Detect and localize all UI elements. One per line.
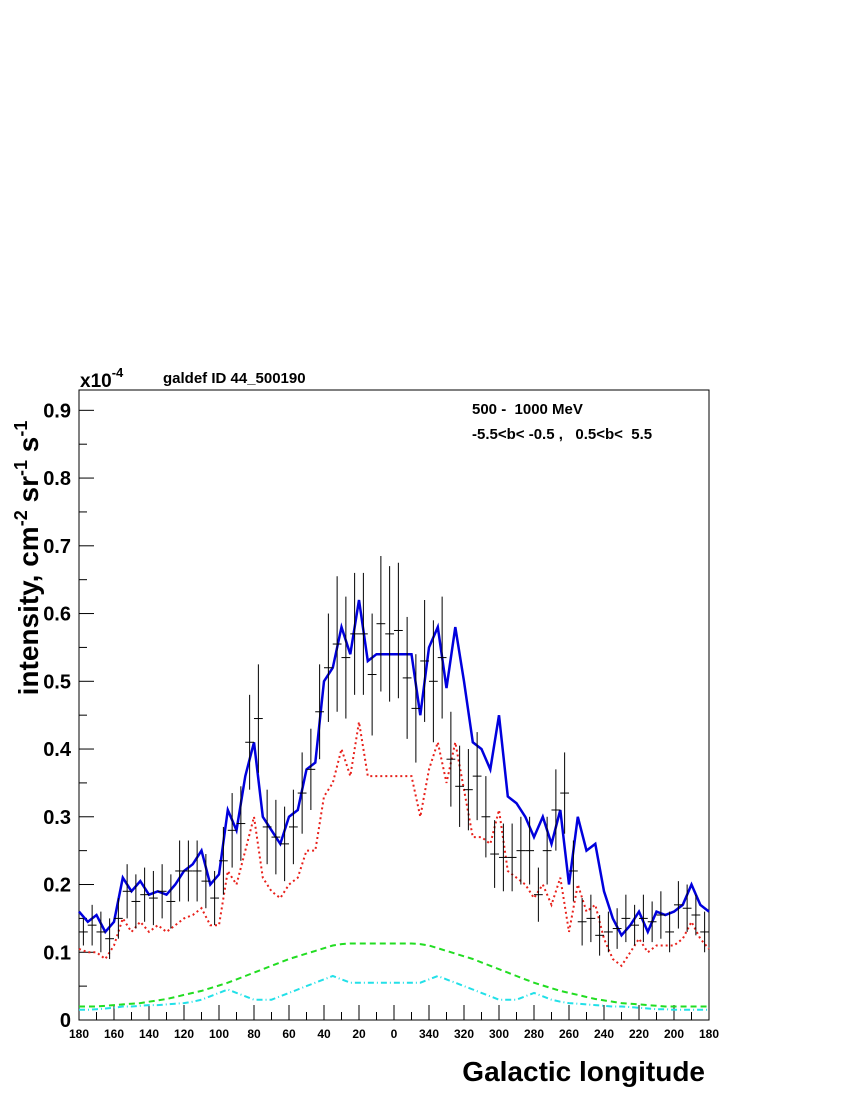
x-tick-label: 20 xyxy=(352,1027,366,1041)
y-tick-label: 0.2 xyxy=(43,875,71,897)
y-axis-label: intensity, cm-2 sr-1 s-1 xyxy=(11,421,44,696)
series-line xyxy=(79,974,709,1011)
x-tick-label: 180 xyxy=(69,1027,89,1041)
y-tick-label: 0.8 xyxy=(43,468,71,490)
y-multiplier: x10-4 xyxy=(80,365,124,392)
y-label-text: sr xyxy=(13,476,44,510)
y-label-text: s xyxy=(13,437,44,460)
y-tick-label: 0.9 xyxy=(43,400,71,422)
series-line xyxy=(78,721,710,968)
y-label-superscript: -2 xyxy=(11,510,31,526)
x-tick-label: 0 xyxy=(391,1027,398,1041)
x-tick-label: 60 xyxy=(282,1027,296,1041)
y-tick-label: 0.1 xyxy=(43,942,71,964)
x-tick-label: 320 xyxy=(454,1027,474,1041)
x-tick-label: 120 xyxy=(174,1027,194,1041)
x-tick-label: 340 xyxy=(419,1027,439,1041)
plot-frame xyxy=(78,389,710,1021)
x-tick-label: 300 xyxy=(489,1027,509,1041)
x-axis-label: Galactic longitude xyxy=(462,1056,705,1087)
y-label-superscript: -1 xyxy=(11,460,31,476)
x-tick-label: 220 xyxy=(629,1027,649,1041)
x-tick-label: 200 xyxy=(664,1027,684,1041)
x-tick-label: 40 xyxy=(317,1027,331,1041)
series-line xyxy=(79,942,709,1008)
x-tick-label: 80 xyxy=(247,1027,261,1041)
y-tick-label: 0 xyxy=(60,1010,71,1032)
series-line xyxy=(78,599,710,938)
y-tick-label: 0.3 xyxy=(43,807,71,829)
multiplier-exponent: -4 xyxy=(112,365,124,380)
x-tick-label: 180 xyxy=(699,1027,719,1041)
y-tick-label: 0.7 xyxy=(43,536,71,558)
x-tick-label: 100 xyxy=(209,1027,229,1041)
y-label-text: intensity, cm xyxy=(13,526,44,695)
x-tick-label: 280 xyxy=(524,1027,544,1041)
x-tick-label: 140 xyxy=(139,1027,159,1041)
annotation: 500 - 1000 MeV xyxy=(472,401,583,418)
y-label-superscript: -1 xyxy=(11,421,31,437)
y-tick-label: 0.6 xyxy=(43,604,71,626)
x-tick-label: 240 xyxy=(594,1027,614,1041)
y-tick-label: 0.5 xyxy=(43,671,71,693)
chart-title: galdef ID 44_500190 xyxy=(163,370,306,387)
multiplier-base: x10 xyxy=(80,371,112,392)
x-tick-label: 260 xyxy=(559,1027,579,1041)
annotation: -5.5<b< -0.5 , 0.5<b< 5.5 xyxy=(472,426,652,443)
y-tick-label: 0.4 xyxy=(43,739,72,761)
x-tick-label: 160 xyxy=(104,1027,124,1041)
